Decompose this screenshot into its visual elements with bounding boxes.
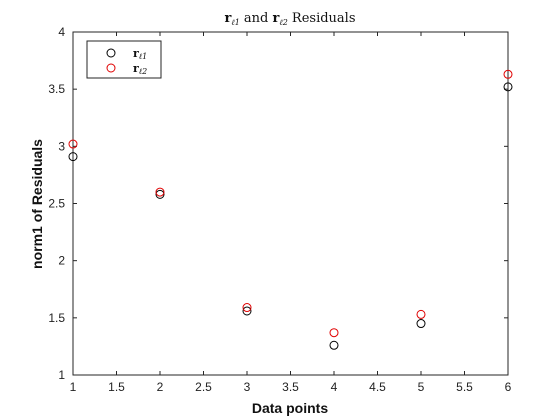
y-tick-label: 3 <box>58 139 65 153</box>
y-tick-label: 1 <box>58 368 65 382</box>
data-point-series-2 <box>242 303 252 313</box>
data-point-series-1 <box>503 82 513 92</box>
data-point-series-1 <box>416 319 426 329</box>
x-axis-label: Data points <box>252 400 328 416</box>
chart-title: rℓ1 and rℓ2 Residuals <box>225 11 356 27</box>
legend-marker-r-l1 <box>106 48 116 58</box>
y-tick-label: 3.5 <box>48 82 65 96</box>
title-residuals: Residuals <box>288 11 356 26</box>
data-point-series-2 <box>329 328 339 338</box>
title-sub-1: ℓ1 <box>231 18 239 27</box>
data-point-series-1 <box>329 340 339 350</box>
data-points <box>68 69 513 350</box>
y-tick-label: 2.5 <box>48 197 65 211</box>
y-tick-label: 4 <box>58 25 65 39</box>
plot-area <box>72 31 509 376</box>
x-tick-label: 2 <box>157 380 164 394</box>
x-tick-label: 3.5 <box>282 380 299 394</box>
x-tick-label: 1 <box>70 380 77 394</box>
data-point-series-2 <box>155 187 165 197</box>
x-tick-label: 5 <box>418 380 425 394</box>
data-point-series-1 <box>155 189 165 199</box>
x-tick-label: 4 <box>331 380 338 394</box>
x-axis-ticks: 1 1.5 2 2.5 3 3.5 4 4.5 5 5.5 6 <box>70 32 512 394</box>
x-tick-label: 3 <box>244 380 251 394</box>
x-tick-label: 6 <box>505 380 512 394</box>
data-point-series-2 <box>416 309 426 319</box>
y-axis-label: norm1 of Residuals <box>29 139 45 269</box>
legend: rℓ1 rℓ2 <box>86 40 162 79</box>
x-tick-label: 4.5 <box>369 380 386 394</box>
legend-box <box>86 40 162 79</box>
data-point-series-2 <box>68 139 78 149</box>
x-tick-label: 5.5 <box>456 380 473 394</box>
data-point-series-2 <box>503 69 513 79</box>
y-axis-ticks: 1 1.5 2 2.5 3 3.5 4 <box>48 25 508 382</box>
data-point-series-1 <box>242 306 252 316</box>
x-tick-label: 1.5 <box>108 380 125 394</box>
legend-marker-r-l2 <box>106 63 116 73</box>
x-tick-label: 2.5 <box>195 380 212 394</box>
data-point-series-1 <box>68 152 78 162</box>
y-tick-label: 1.5 <box>48 311 65 325</box>
y-tick-label: 2 <box>58 254 65 268</box>
title-sub-2: ℓ2 <box>279 18 287 27</box>
title-and: and <box>240 11 273 26</box>
